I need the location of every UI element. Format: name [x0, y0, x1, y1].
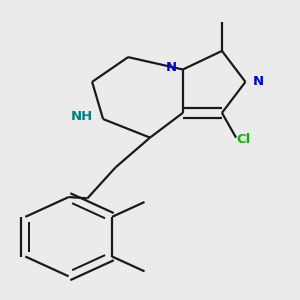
Text: N: N	[166, 61, 177, 74]
Text: NH: NH	[70, 110, 93, 123]
Text: Cl: Cl	[236, 134, 250, 146]
Text: N: N	[252, 75, 263, 88]
